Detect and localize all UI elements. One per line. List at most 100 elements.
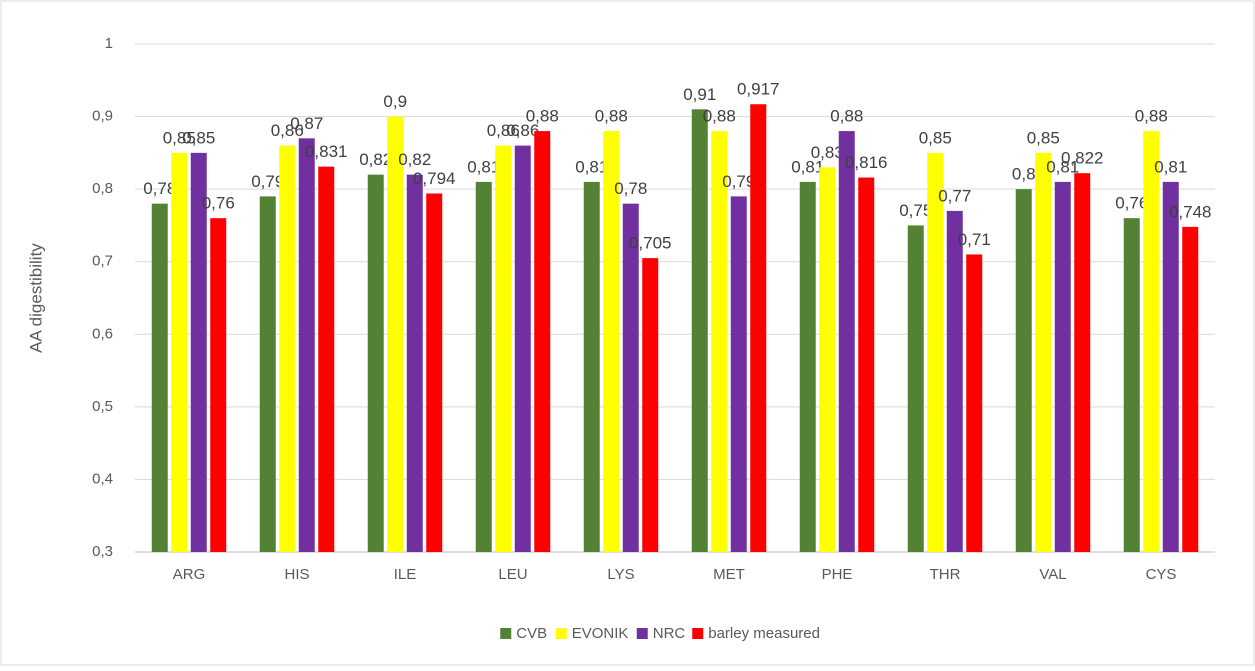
bar xyxy=(475,181,492,552)
value-label: 0,81 xyxy=(1154,157,1187,176)
x-tick-label: LYS xyxy=(607,566,634,583)
value-label: 0,82 xyxy=(359,150,392,169)
bar xyxy=(819,167,836,552)
bar xyxy=(279,145,296,552)
bar xyxy=(387,116,404,553)
value-label: 0,82 xyxy=(398,150,431,169)
bar xyxy=(1143,131,1160,553)
value-label: 0,81 xyxy=(467,157,500,176)
bar xyxy=(1074,173,1091,553)
value-label: 0,86 xyxy=(487,121,520,140)
bar xyxy=(1054,181,1071,552)
value-label: 0,85 xyxy=(182,128,215,147)
x-tick-label: ARG xyxy=(173,566,206,583)
bar xyxy=(406,174,423,552)
legend-swatch xyxy=(692,628,704,639)
bar xyxy=(151,203,168,552)
bar xyxy=(622,203,639,552)
value-label: 0,85 xyxy=(1027,128,1060,147)
value-label: 0,831 xyxy=(305,142,348,161)
y-tick-label: 1 xyxy=(105,35,113,52)
value-label: 0,86 xyxy=(506,121,539,140)
bar xyxy=(711,131,728,553)
bar xyxy=(966,254,983,552)
value-label: 0,71 xyxy=(958,230,991,249)
bar xyxy=(603,131,620,553)
value-label: 0,8 xyxy=(1012,165,1036,184)
legend-label: EVONIK xyxy=(572,625,629,642)
x-tick-label: CYS xyxy=(1146,566,1177,583)
legend-label: barley measured xyxy=(708,625,820,642)
x-tick-label: VAL xyxy=(1039,566,1066,583)
bar xyxy=(1162,181,1179,552)
legend-label: CVB xyxy=(516,625,547,642)
legend-swatch xyxy=(636,628,648,639)
value-label: 0,81 xyxy=(575,157,608,176)
value-label: 0,816 xyxy=(845,153,888,172)
x-tick-label: PHE xyxy=(822,566,853,583)
y-tick-label: 0,8 xyxy=(92,180,113,197)
x-tick-label: MET xyxy=(713,566,745,583)
y-tick-label: 0,3 xyxy=(92,543,113,560)
value-label: 0,85 xyxy=(163,128,196,147)
value-label: 0,88 xyxy=(1135,107,1168,126)
bar xyxy=(426,193,443,553)
y-tick-label: 0,5 xyxy=(92,398,113,415)
bar xyxy=(946,210,963,552)
bar xyxy=(583,181,600,552)
x-tick-label: THR xyxy=(930,566,961,583)
value-label: 0,91 xyxy=(683,85,716,104)
value-label: 0,79 xyxy=(251,172,284,191)
bar xyxy=(1123,218,1140,552)
x-tick-label: LEU xyxy=(498,566,527,583)
value-label: 0,75 xyxy=(899,201,932,220)
bar xyxy=(298,138,315,553)
value-label: 0,822 xyxy=(1061,149,1104,168)
value-label: 0,85 xyxy=(919,128,952,147)
bar xyxy=(750,104,767,552)
value-label: 0,81 xyxy=(791,157,824,176)
bar xyxy=(367,174,384,552)
bar xyxy=(1015,189,1032,552)
value-label: 0,87 xyxy=(290,114,323,133)
value-label: 0,88 xyxy=(526,107,559,126)
y-axis-label: AA digestibility xyxy=(26,243,45,353)
bar xyxy=(858,177,875,552)
value-label: 0,88 xyxy=(703,107,736,126)
bar xyxy=(534,131,551,553)
y-tick-label: 0,7 xyxy=(92,253,113,270)
value-label: 0,705 xyxy=(629,234,672,253)
bar xyxy=(514,145,531,552)
bar xyxy=(927,152,944,552)
bar xyxy=(259,196,276,552)
value-label: 0,77 xyxy=(938,186,971,205)
value-label: 0,79 xyxy=(722,172,755,191)
value-label: 0,86 xyxy=(271,121,304,140)
legend-swatch xyxy=(555,628,567,639)
value-label: 0,88 xyxy=(595,107,628,126)
value-label: 0,78 xyxy=(143,179,176,198)
x-tick-label: HIS xyxy=(284,566,309,583)
bar xyxy=(691,109,708,553)
value-label: 0,794 xyxy=(413,169,456,188)
value-label: 0,83 xyxy=(811,143,844,162)
y-tick-label: 0,4 xyxy=(92,470,113,487)
legend-swatch xyxy=(500,628,512,639)
value-label: 0,76 xyxy=(202,194,235,213)
bar xyxy=(495,145,512,552)
bar xyxy=(838,131,855,553)
bar xyxy=(642,258,659,552)
bar xyxy=(1182,226,1199,552)
value-label: 0,88 xyxy=(830,107,863,126)
value-label: 0,917 xyxy=(737,80,780,99)
bar xyxy=(171,152,188,552)
value-label: 0,78 xyxy=(614,179,647,198)
bar xyxy=(907,225,924,552)
value-label: 0,748 xyxy=(1169,202,1212,221)
bar xyxy=(210,218,227,552)
legend-label: NRC xyxy=(653,625,686,642)
value-label: 0,9 xyxy=(383,92,407,111)
y-tick-label: 0,9 xyxy=(92,108,113,125)
value-label: 0,81 xyxy=(1046,157,1079,176)
